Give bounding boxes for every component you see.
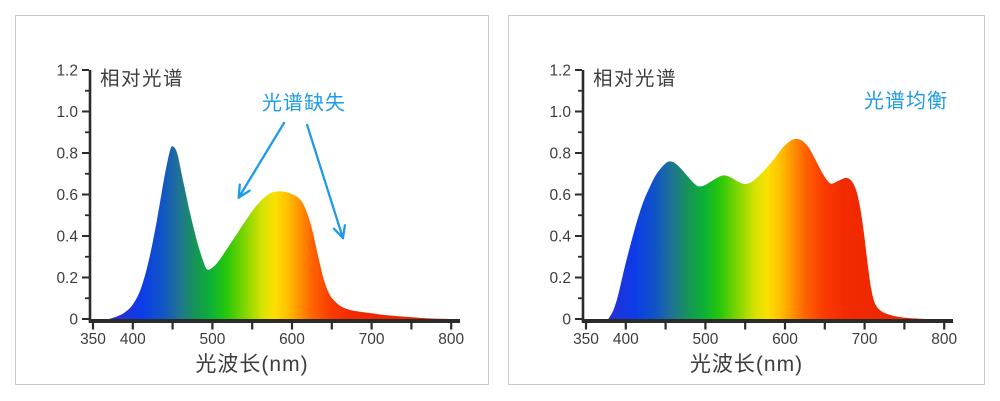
spectrum-chart-missing: 350 400 500 600 700 800 0 0.2 0.4 0.6 0.8 1.0 1.2 (56, 63, 464, 349)
y-tick-label: 0.2 (549, 270, 571, 287)
annotation-arrow-head (332, 227, 345, 240)
y-tick-label: 0.4 (549, 229, 571, 246)
x-tick-label: 350 (573, 331, 599, 348)
y-tick-label: 0.8 (549, 146, 571, 163)
y-tick-label: 1.0 (56, 104, 78, 121)
x-tick-label: 800 (931, 331, 957, 348)
chart-panel-missing-spectrum: 350 400 500 600 700 800 0 0.2 0.4 0.6 0.8 1.0 1.2 相对… (15, 15, 489, 385)
annotation-arrow-head (237, 183, 241, 199)
x-axis-label: 光波长(nm) (195, 353, 309, 376)
y-tick-label: 0 (562, 312, 571, 329)
chart-panel-balanced-spectrum: 350 400 500 600 700 800 0 0.2 0.4 0.6 0.8 1.0 1.2 相对… (508, 15, 985, 385)
x-tick-label: 400 (613, 331, 639, 348)
y-tick-label: 0.8 (56, 146, 78, 163)
chart-title: 相对光谱 (100, 68, 185, 90)
annotation-balanced-spectrum: 光谱均衡 (864, 90, 948, 113)
y-tick-label: 0 (69, 312, 78, 329)
chart-title: 相对光谱 (593, 68, 678, 90)
y-tick-label: 1.2 (549, 63, 571, 80)
spectrum-curve (108, 146, 450, 319)
x-tick-label: 700 (359, 331, 385, 348)
x-axis-label: 光波长(nm) (689, 353, 804, 376)
spectrum-curve (608, 138, 927, 319)
annotation-missing-spectrum: 光谱缺失 (262, 92, 346, 115)
annotation-arrow-shaft (305, 123, 345, 240)
x-tick-label: 600 (279, 331, 305, 348)
annotation-arrow-shaft (237, 121, 286, 199)
annotation-arrow-head (237, 189, 251, 199)
x-tick-label: 600 (772, 331, 798, 348)
annotation-arrow-head (341, 224, 347, 240)
x-tick-label: 500 (692, 331, 718, 348)
y-tick-label: 1.0 (549, 104, 571, 121)
y-tick-label: 0.4 (56, 229, 78, 246)
y-tick-label: 0.6 (56, 187, 78, 204)
y-tick-label: 0.2 (56, 270, 78, 287)
x-tick-label: 500 (199, 331, 225, 348)
x-tick-label: 700 (852, 331, 878, 348)
spectrum-chart-balanced: 350 400 500 600 700 800 0 0.2 0.4 0.6 0.8 1.0 1.2 (549, 63, 957, 349)
y-tick-label: 1.2 (56, 63, 78, 80)
x-tick-label: 400 (120, 331, 146, 348)
x-tick-label: 800 (438, 331, 464, 348)
x-tick-label: 350 (80, 331, 106, 348)
y-tick-label: 0.6 (549, 187, 571, 204)
